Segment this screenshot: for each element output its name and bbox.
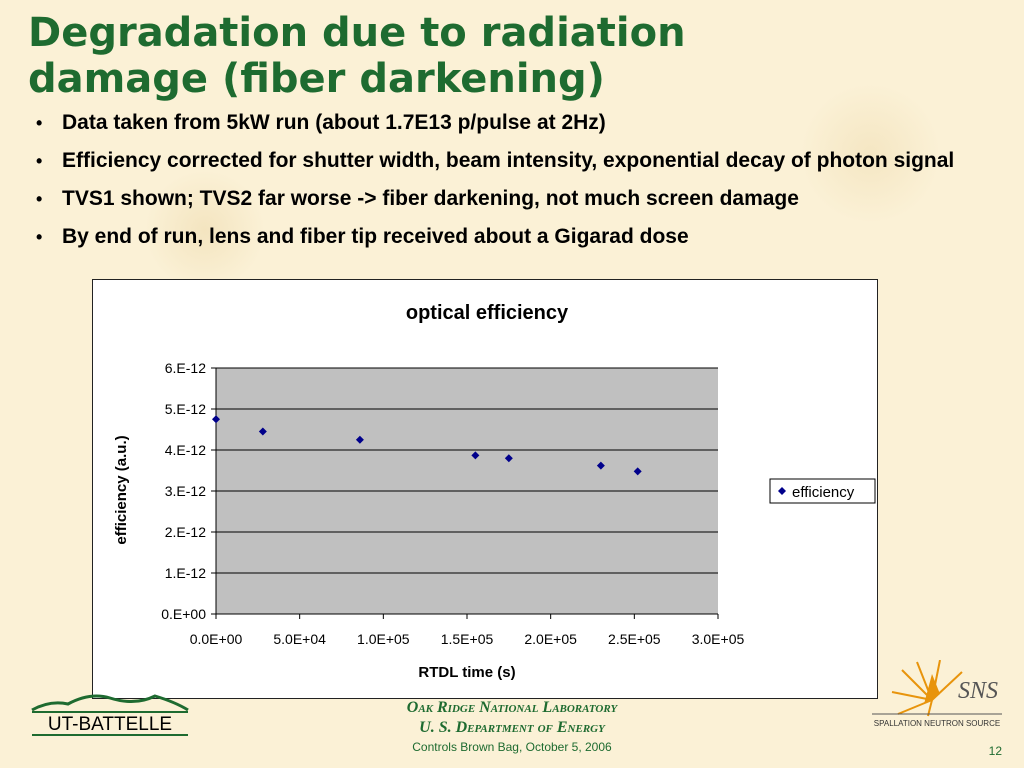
sns-subtext: SPALLATION NEUTRON SOURCE	[874, 719, 1000, 728]
legend-marker-icon	[778, 487, 786, 495]
axes: 0.E+00 1.E-12 2.E-12 3.E-12 4.E-12 5.E-12 6.E-…	[161, 360, 744, 647]
bullet-dot-icon: •	[36, 227, 43, 247]
slide-title: Degradation due to radiation damage (fib…	[28, 10, 988, 102]
y-tick-label: 6.E-12	[165, 360, 206, 376]
slide-title-line1: Degradation due to radiation	[28, 10, 686, 56]
x-tick-label: 0.0E+00	[190, 631, 243, 647]
sns-logo: SNS SPALLATION NEUTRON SOURCE	[862, 659, 1012, 745]
y-tick-label: 2.E-12	[165, 524, 206, 540]
y-tick-label: 4.E-12	[165, 442, 206, 458]
y-tick-label: 1.E-12	[165, 565, 206, 581]
x-tick-label: 1.0E+05	[357, 631, 410, 647]
page-number: 12	[988, 744, 1002, 758]
y-tick-label: 3.E-12	[165, 483, 206, 499]
ut-battelle-logo: UT-BATTELLE	[30, 690, 195, 747]
x-tick-label: 2.5E+05	[608, 631, 661, 647]
x-tick-label: 2.0E+05	[524, 631, 577, 647]
data-point	[355, 435, 364, 444]
data-point	[258, 427, 267, 436]
chart-container: optical efficiency 0.E+00 1.E-12 2.E-12 3.E…	[92, 279, 878, 699]
optical-efficiency-chart: optical efficiency 0.E+00 1.E-12 2.E-12 3.E…	[113, 302, 876, 681]
department-name: U. S. Department of Energy	[419, 719, 605, 736]
bullet-dot-icon: •	[36, 189, 43, 209]
bullet-text: By end of run, lens and fiber tip receiv…	[62, 225, 689, 248]
x-tick-label: 5.0E+04	[273, 631, 326, 647]
data-points	[212, 415, 642, 476]
gridlines	[216, 367, 718, 574]
data-point	[471, 451, 480, 460]
bullet-text: Efficiency corrected for shutter width, …	[62, 149, 955, 172]
bullet-dot-icon: •	[36, 113, 43, 133]
x-axis-label: RTDL time (s)	[418, 664, 515, 681]
bullet-item: • TVS1 shown; TVS2 far worse -> fiber dar…	[34, 188, 984, 210]
bullet-item: • By end of run, lens and fiber tip recei…	[34, 226, 984, 248]
data-point	[212, 415, 220, 424]
sns-text: SNS	[958, 678, 998, 704]
footer-lab: Oak Ridge National Laboratory U. S. Depa…	[0, 698, 1024, 756]
x-tick-label: 3.0E+05	[692, 631, 745, 647]
sns-logo-icon: SNS SPALLATION NEUTRON SOURCE	[872, 659, 1002, 728]
ut-battelle-logo-icon: UT-BATTELLE	[31, 694, 189, 736]
bullet-dot-icon: •	[36, 151, 43, 171]
bullet-text: Data taken from 5kW run (about 1.7E13 p/…	[62, 111, 606, 134]
y-axis-label: efficiency (a.u.)	[113, 435, 130, 544]
x-tick-label: 1.5E+05	[441, 631, 494, 647]
legend-box	[769, 478, 876, 504]
event-text: Controls Brown Bag, October 5, 2006	[412, 740, 612, 754]
chart-title: optical efficiency	[406, 302, 569, 324]
slide-title-line2: damage (fiber darkening)	[28, 56, 605, 102]
data-point	[504, 454, 513, 463]
bullet-item: • Data taken from 5kW run (about 1.7E13 p…	[34, 112, 984, 134]
data-point	[596, 461, 605, 470]
bullet-text: TVS1 shown; TVS2 far worse -> fiber dark…	[62, 187, 799, 210]
y-tick-label: 0.E+00	[161, 606, 206, 622]
ut-battelle-text: UT-BATTELLE	[48, 714, 172, 735]
legend: efficiency	[769, 478, 876, 504]
legend-label: efficiency	[792, 484, 855, 501]
bullet-item: • Efficiency corrected for shutter width,…	[34, 150, 984, 172]
y-tick-label: 5.E-12	[165, 401, 206, 417]
bullet-list: • Data taken from 5kW run (about 1.7E13 p…	[34, 112, 984, 264]
lab-name: Oak Ridge National Laboratory	[406, 699, 618, 716]
data-point	[633, 467, 642, 476]
